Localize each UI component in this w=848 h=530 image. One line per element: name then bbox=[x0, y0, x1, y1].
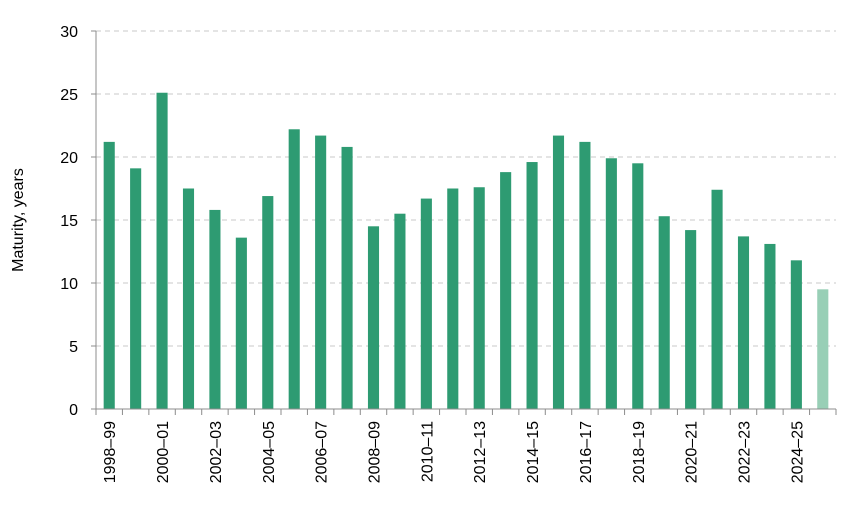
x-tick-label: 2018–19 bbox=[631, 421, 648, 483]
x-tick-label: 2008–09 bbox=[367, 421, 384, 483]
bar-2007–08 bbox=[341, 146, 353, 410]
bar-2005–06 bbox=[288, 129, 300, 409]
bar-2002–03 bbox=[209, 209, 221, 409]
y-tick-label: 15 bbox=[60, 213, 78, 230]
bar-2001–02 bbox=[182, 188, 195, 409]
bar-2023–24 bbox=[764, 243, 776, 409]
x-tick-labels: 1998–99 2000–01 2002–03 2004–05 2006–07 2008–… bbox=[102, 421, 806, 483]
bar-2020–21 bbox=[685, 230, 697, 409]
y-tick-label: 20 bbox=[60, 150, 78, 167]
bar-2013–14 bbox=[500, 172, 512, 409]
bar-2018–19 bbox=[632, 163, 644, 409]
bar-2012–13 bbox=[473, 187, 485, 409]
bar-2017–18 bbox=[605, 158, 617, 409]
bar-2003–04 bbox=[235, 237, 247, 409]
bar-2006–07 bbox=[315, 135, 327, 409]
bar-2025–26 bbox=[817, 289, 829, 409]
x-tick-label: 2020–21 bbox=[684, 421, 701, 483]
bar-2016–17 bbox=[579, 141, 591, 409]
bar-2015–16 bbox=[552, 135, 565, 409]
bar-2009–10 bbox=[394, 213, 406, 409]
x-tick-label: 2000–01 bbox=[155, 421, 172, 483]
y-tick-label: 5 bbox=[69, 339, 78, 356]
bars bbox=[103, 92, 829, 410]
bar-2022–23 bbox=[737, 236, 750, 409]
x-tick-label: 2016–17 bbox=[578, 421, 595, 483]
x-tick-label: 2014–15 bbox=[525, 421, 542, 483]
bar-2019–20 bbox=[658, 216, 670, 409]
bar-2024–25 bbox=[790, 260, 802, 409]
y-tick-label: 30 bbox=[60, 24, 78, 41]
bar-2021–22 bbox=[711, 189, 723, 409]
x-tick-label: 2010–11 bbox=[419, 421, 436, 482]
x-tick-label: 2012–13 bbox=[472, 421, 489, 483]
y-axis-label: Maturity, years bbox=[10, 168, 27, 272]
x-tick-label: 1998–99 bbox=[102, 421, 119, 483]
bar-2004–05 bbox=[262, 196, 274, 409]
bar-2008–09 bbox=[367, 226, 380, 409]
x-tick-label: 2002–03 bbox=[208, 421, 225, 483]
y-tick-label: 10 bbox=[60, 276, 78, 293]
y-tick-label: 25 bbox=[60, 87, 78, 104]
bar-1998–99 bbox=[103, 141, 115, 409]
axes bbox=[91, 30, 837, 415]
bar-1999–00 bbox=[130, 168, 142, 409]
x-tick-label: 2006–07 bbox=[314, 421, 331, 483]
x-tick-label: 2022–23 bbox=[737, 421, 754, 483]
x-tick-label: 2024–25 bbox=[789, 421, 806, 483]
bar-2010–11 bbox=[420, 198, 432, 409]
y-tick-label: 0 bbox=[69, 402, 78, 419]
y-tick-labels: 0 5 10 15 20 25 30 bbox=[60, 24, 78, 419]
bar-2011–12 bbox=[447, 188, 459, 409]
bar-2014–15 bbox=[526, 162, 538, 409]
x-tick-label: 2004–05 bbox=[261, 421, 278, 483]
bar-2000–01 bbox=[156, 92, 168, 410]
gridlines bbox=[96, 30, 836, 347]
